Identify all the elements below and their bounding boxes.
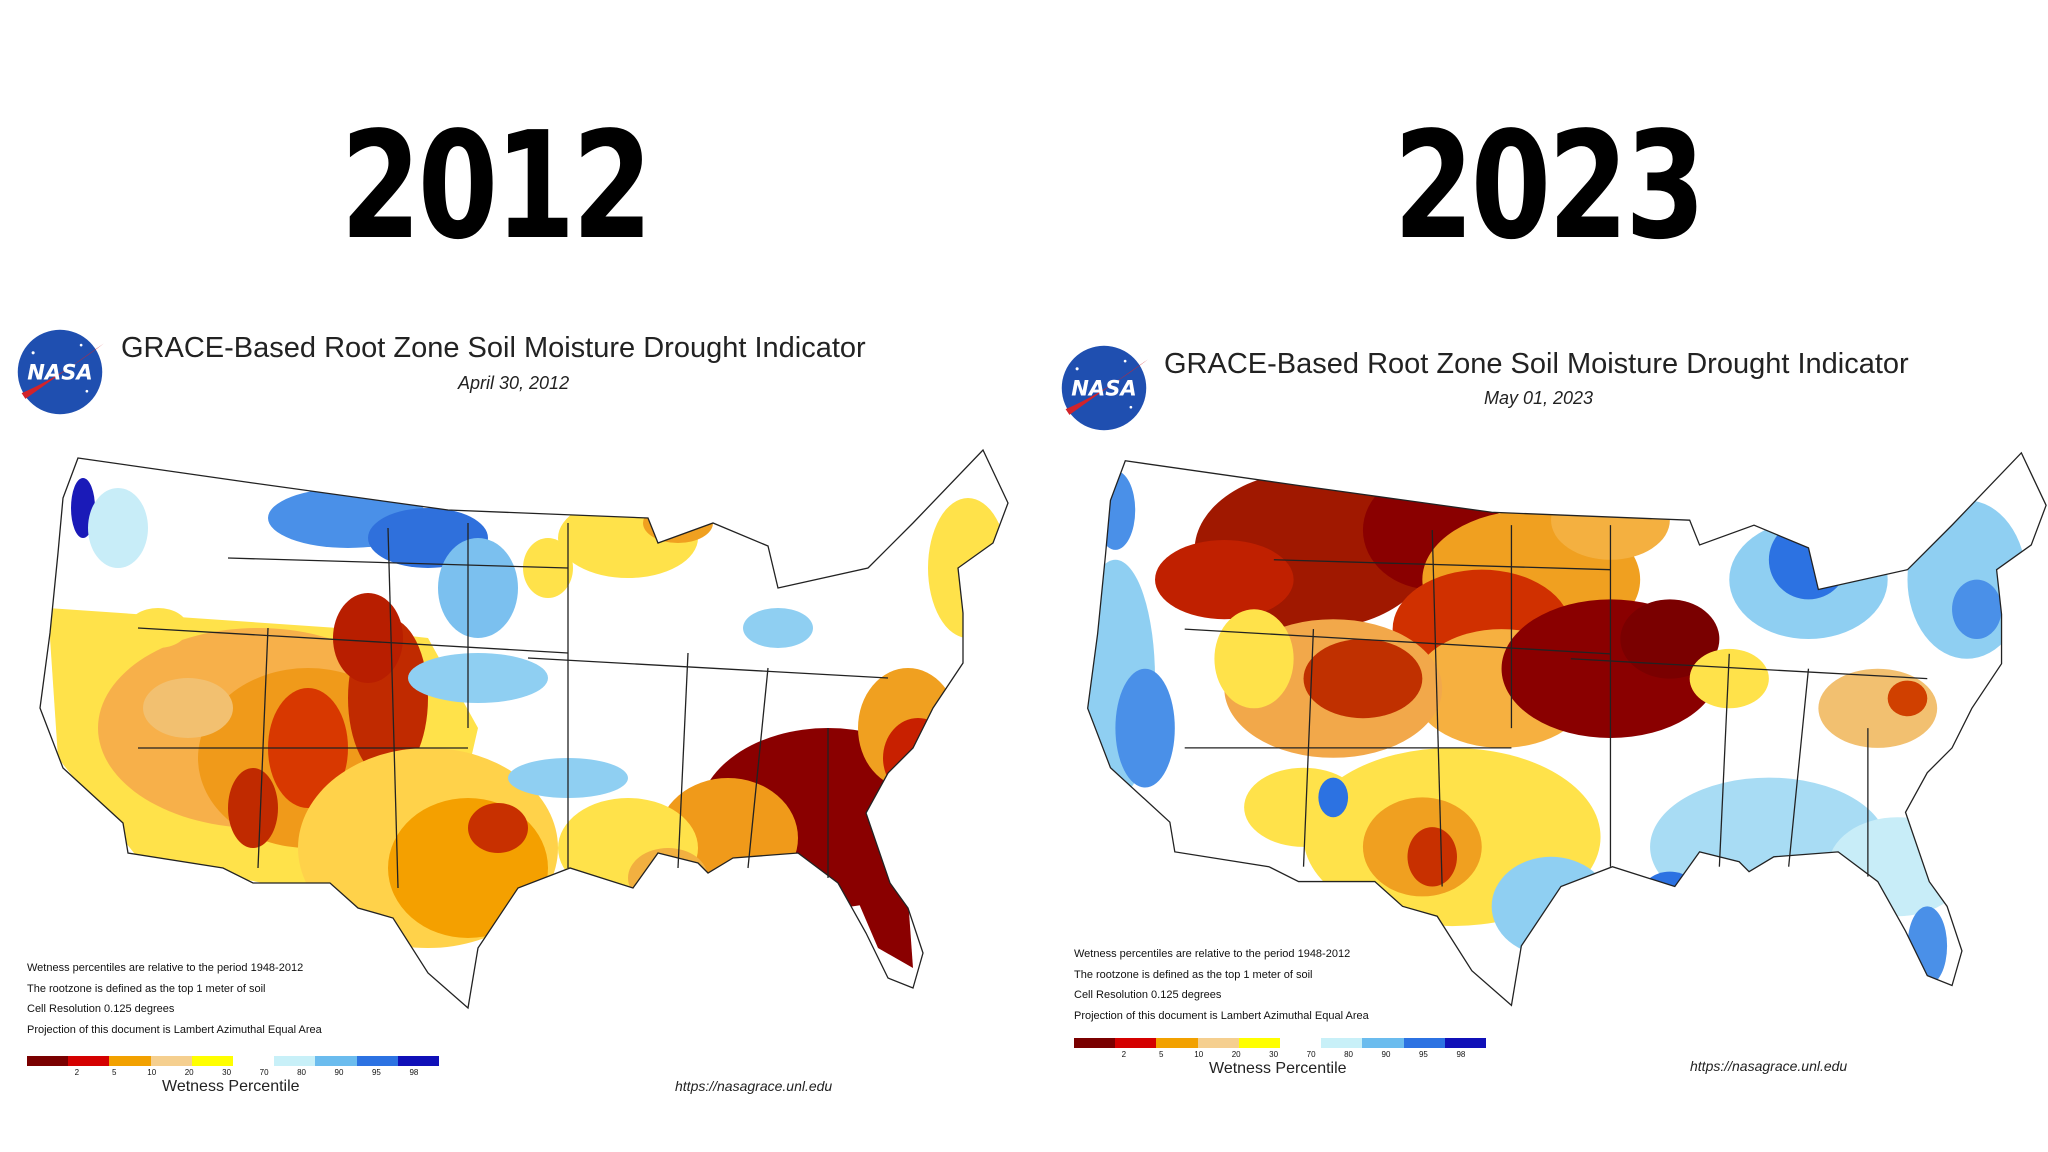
legend-tick: 95 [371, 1068, 381, 1077]
legend: 2 5 10 20 30 70 80 90 95 98 Wetness Percentile [27, 1056, 440, 1096]
legend-label: Wetness Percentile [162, 1078, 300, 1095]
nasa-logo-icon: NASA [1061, 345, 1149, 431]
legend-swatch [1444, 1038, 1487, 1048]
legend-swatch [1238, 1038, 1281, 1048]
note-line: The rootzone is defined as the top 1 met… [27, 982, 266, 995]
legend-tick: 80 [297, 1068, 306, 1077]
legend-ticks: 2 5 10 20 30 70 80 90 95 98 [1074, 1048, 1486, 1062]
map-notes: Wetness percentiles are relative to the … [27, 958, 322, 1040]
legend-tick: 20 [1231, 1050, 1241, 1059]
note-line: Wetness percentiles are relative to the … [1074, 948, 1351, 960]
note-line: Projection of this document is Lambert A… [1074, 1009, 1369, 1022]
legend-tick: 98 [409, 1068, 419, 1077]
legend-swatch [274, 1056, 316, 1066]
legend-swatch [27, 1056, 69, 1066]
legend-tick: 5 [112, 1068, 117, 1077]
legend-swatch [1074, 1038, 1116, 1048]
legend-swatch [233, 1056, 275, 1066]
nasa-logo-icon: NASA [17, 329, 105, 415]
note-line: Projection of this document is Lambert A… [27, 1023, 322, 1036]
legend-swatch [1321, 1038, 1363, 1048]
legend: 2 5 10 20 30 70 80 90 95 98 Wetness Percentile [1074, 1038, 1487, 1078]
legend-tick: 2 [74, 1068, 80, 1077]
year-2012: 2012 [340, 100, 653, 272]
us-map-2012 [39, 449, 1009, 1009]
map-date: May 01, 2023 [1484, 388, 1594, 408]
legend-tick: 90 [334, 1068, 344, 1077]
note-line: Wetness percentiles are relative to the … [27, 962, 304, 974]
legend-color-bar [27, 1056, 440, 1066]
map-notes: Wetness percentiles are relative to the … [1074, 944, 1369, 1026]
legend-swatch [68, 1056, 110, 1066]
map-date: April 30, 2012 [458, 373, 570, 393]
legend-tick: 70 [259, 1068, 269, 1077]
note-line: Cell Resolution 0.125 degrees [27, 1003, 175, 1015]
note-line: Cell Resolution 0.125 degrees [1074, 989, 1222, 1001]
map-title: GRACE-Based Root Zone Soil Moisture Drou… [1164, 348, 1909, 380]
legend-color-bar [1074, 1038, 1487, 1048]
legend-tick: 10 [147, 1068, 157, 1077]
legend-tick: 30 [1269, 1050, 1279, 1059]
legend-swatch [1115, 1038, 1157, 1048]
legend-tick: 70 [1306, 1050, 1316, 1059]
us-map-2023 [1087, 452, 2047, 1006]
legend-swatch [1156, 1038, 1198, 1048]
legend-swatch [397, 1056, 440, 1066]
svg-text:NASA: NASA [27, 360, 93, 385]
legend-swatch [150, 1056, 192, 1066]
legend-tick: 90 [1381, 1050, 1391, 1059]
legend-swatch [1280, 1038, 1322, 1048]
legend-tick: 98 [1456, 1050, 1466, 1059]
legend-swatch [109, 1056, 151, 1066]
legend-tick: 95 [1418, 1050, 1428, 1059]
legend-swatch [356, 1056, 398, 1066]
legend-tick: 10 [1194, 1050, 1204, 1059]
legend-tick: 80 [1344, 1050, 1353, 1059]
legend-swatch [1197, 1038, 1239, 1048]
map-title: GRACE-Based Root Zone Soil Moisture Drou… [121, 332, 866, 364]
panel-2023: NASA GRACE-Based Root Zone Soil Moisture… [1056, 310, 2048, 1110]
legend-swatch [1403, 1038, 1445, 1048]
legend-tick: 30 [222, 1068, 232, 1077]
legend-tick: 5 [1159, 1050, 1164, 1059]
legend-ticks: 2 5 10 20 30 70 80 90 95 98 [27, 1066, 439, 1080]
svg-text:NASA: NASA [1071, 376, 1137, 401]
year-2023: 2023 [1393, 100, 1706, 272]
source-url: https://nasagrace.unl.edu [1690, 1058, 1848, 1074]
legend-swatch [1362, 1038, 1404, 1048]
note-line: The rootzone is defined as the top 1 met… [1074, 968, 1313, 981]
legend-tick: 20 [184, 1068, 194, 1077]
legend-tick: 2 [1121, 1050, 1127, 1059]
source-url: https://nasagrace.unl.edu [675, 1078, 833, 1094]
legend-swatch [315, 1056, 357, 1066]
panel-2012: NASA GRACE-Based Root Zone Soil Moisture… [8, 310, 1028, 1110]
legend-label: Wetness Percentile [1209, 1060, 1347, 1077]
legend-swatch [191, 1056, 234, 1066]
